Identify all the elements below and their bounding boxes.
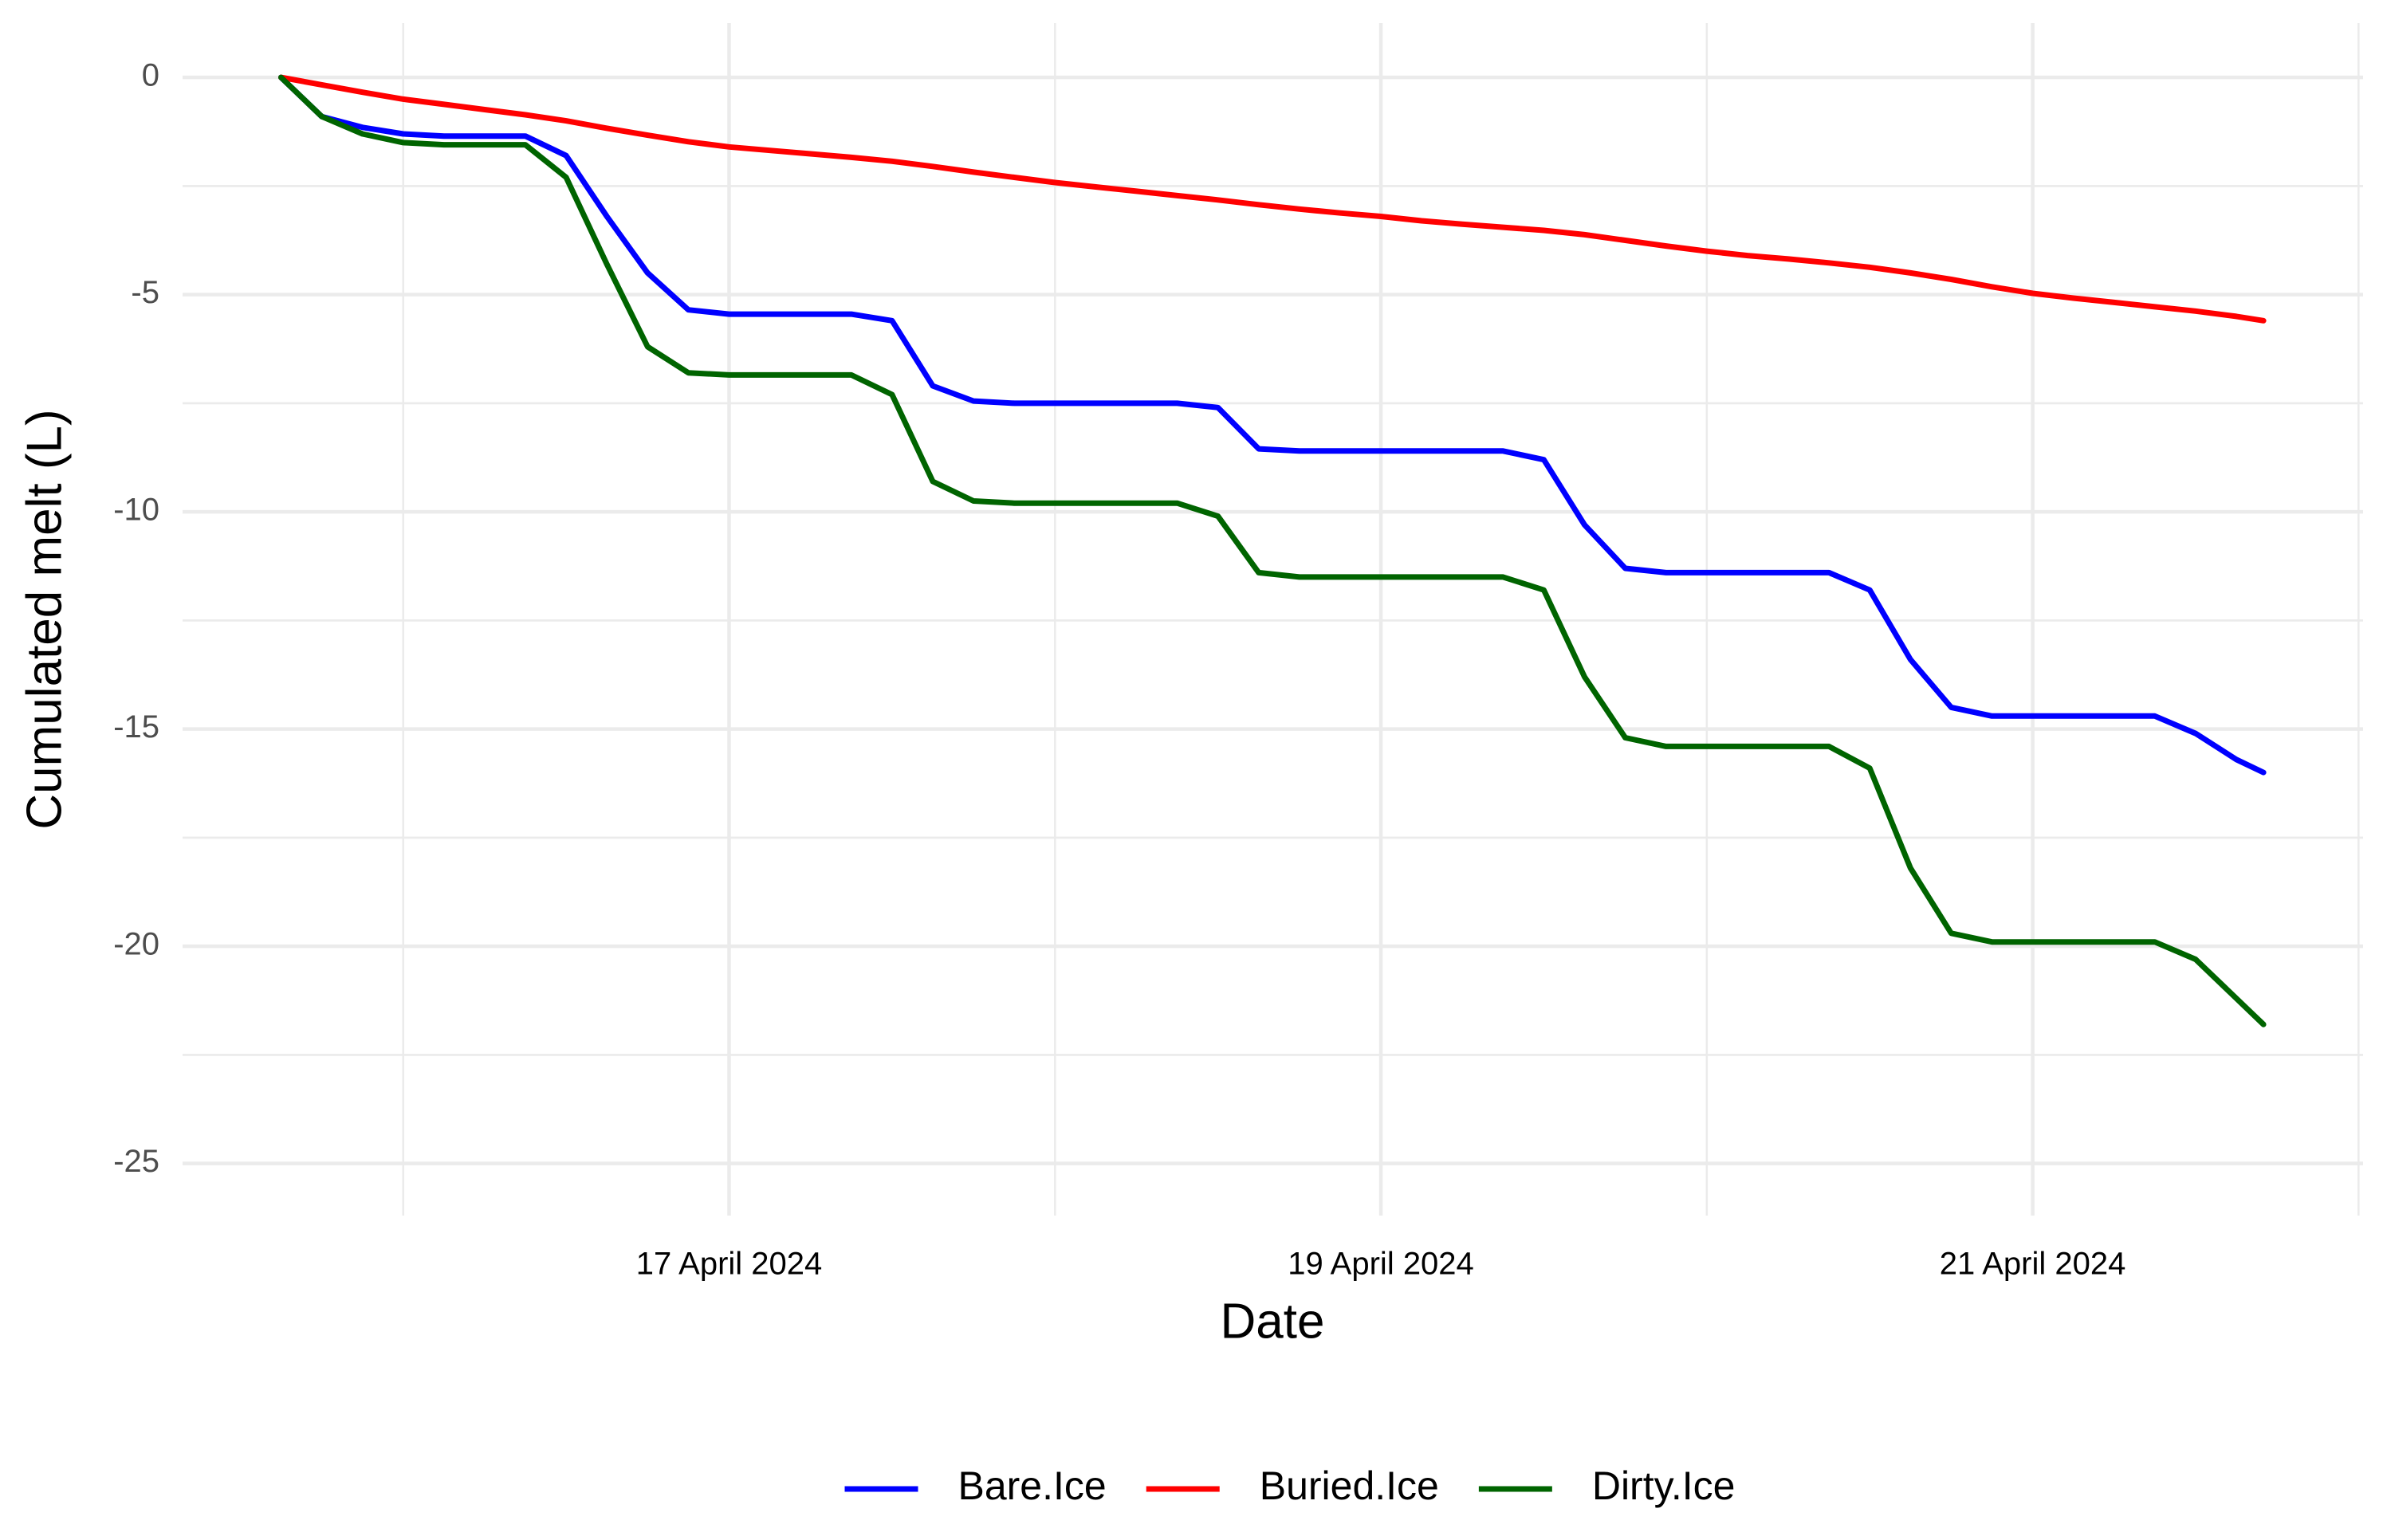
y-tick-label: -15 bbox=[113, 709, 159, 744]
x-tick-label: 21 April 2024 bbox=[1940, 1247, 2126, 1282]
data-line bbox=[278, 74, 2267, 1027]
data-line bbox=[278, 74, 2267, 324]
data-line bbox=[278, 74, 2267, 776]
x-tick-label: 17 April 2024 bbox=[636, 1247, 823, 1282]
x-axis-title: Date bbox=[1221, 1294, 1325, 1349]
y-tick-label: -5 bbox=[131, 275, 159, 310]
y-tick-label: -10 bbox=[113, 493, 159, 528]
legend-text: Bare.Ice bbox=[958, 1463, 1107, 1508]
y-axis-title: Cumulated melt (L) bbox=[17, 409, 72, 829]
y-tick-label: -25 bbox=[113, 1144, 159, 1179]
x-tick-label: 19 April 2024 bbox=[1288, 1247, 1474, 1282]
legend-text: Dirty.Ice bbox=[1592, 1463, 1736, 1508]
legend-text: Buried.Ice bbox=[1260, 1463, 1439, 1508]
y-tick-label: 0 bbox=[142, 58, 159, 93]
y-tick-label: -20 bbox=[113, 927, 159, 962]
